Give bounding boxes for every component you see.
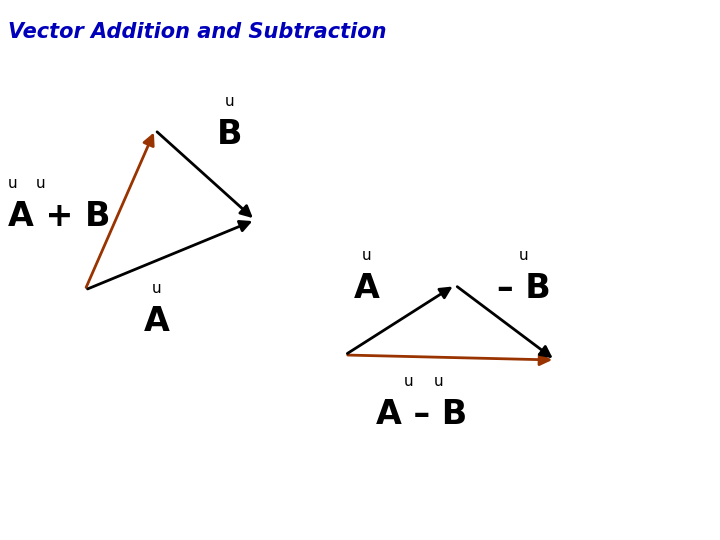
Text: A + B: A + B [8,200,110,233]
Text: u: u [362,248,372,263]
Text: u: u [152,281,162,296]
Text: u: u [404,374,413,389]
Text: A – B: A – B [377,398,467,431]
Text: B: B [217,118,243,151]
Text: u: u [8,176,18,191]
Text: A: A [144,305,170,338]
Text: u: u [434,374,444,389]
Text: – B: – B [497,272,551,305]
Text: u: u [35,176,45,191]
Text: u: u [518,248,528,263]
Text: A: A [354,272,380,305]
Text: u: u [225,94,235,109]
Text: Vector Addition and Subtraction: Vector Addition and Subtraction [8,22,387,42]
